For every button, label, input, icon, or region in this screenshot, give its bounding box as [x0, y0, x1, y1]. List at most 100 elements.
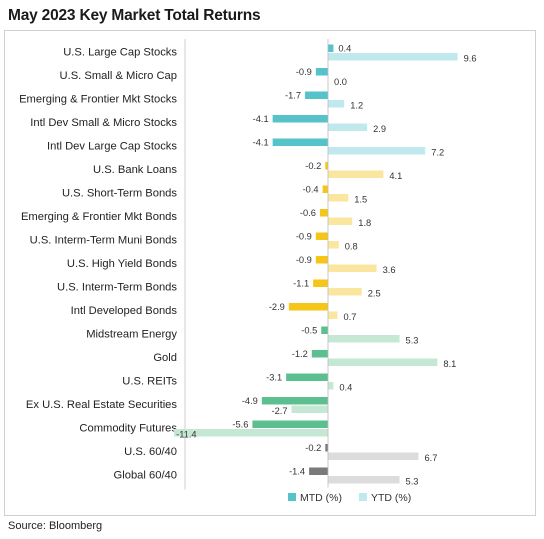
category-label: U.S. 60/40	[124, 446, 177, 458]
ytd-bar	[328, 335, 400, 343]
ytd-data-label: 0.8	[345, 242, 358, 252]
mtd-data-label: -1.4	[289, 467, 305, 477]
ytd-data-label: 1.5	[354, 195, 367, 205]
mtd-data-label: -4.9	[242, 396, 258, 406]
ytd-data-label: 3.6	[383, 265, 396, 275]
mtd-bar	[252, 420, 328, 428]
category-label: Commodity Futures	[79, 423, 177, 435]
mtd-bar	[315, 256, 328, 264]
ytd-bar	[328, 264, 377, 272]
mtd-data-label: -2.9	[269, 302, 285, 312]
category-label: Intl Dev Small & Micro Stocks	[30, 117, 177, 129]
ytd-bar	[328, 241, 339, 249]
ytd-data-label: 7.2	[431, 148, 444, 158]
mtd-bar	[272, 115, 328, 123]
legend-label-mtd: MTD (%)	[300, 492, 342, 504]
category-label: Gold	[153, 352, 177, 364]
category-label: U.S. High Yield Bonds	[67, 258, 177, 270]
category-label: U.S. Short-Term Bonds	[62, 188, 177, 200]
ytd-bar	[328, 452, 419, 460]
ytd-bar	[328, 358, 438, 366]
ytd-data-label: 0.0	[334, 77, 347, 87]
ytd-data-label: 2.5	[368, 289, 381, 299]
mtd-data-label: -0.9	[296, 67, 312, 77]
mtd-data-label: -3.1	[266, 373, 282, 383]
mtd-bar	[315, 232, 328, 240]
ytd-bar	[328, 217, 353, 225]
mtd-bar	[288, 303, 328, 311]
mtd-data-label: 0.4	[338, 44, 351, 54]
mtd-bar	[315, 68, 328, 76]
ytd-bar	[291, 405, 328, 413]
category-label: Emerging & Frontier Mkt Stocks	[19, 94, 177, 106]
mtd-data-label: -5.6	[232, 420, 248, 430]
ytd-bar	[174, 429, 328, 437]
category-label: U.S. Interm-Term Muni Bonds	[30, 235, 178, 247]
legend-swatch-mtd	[288, 493, 296, 501]
mtd-data-label: -0.6	[300, 208, 316, 218]
mtd-bar	[322, 185, 328, 193]
category-label: Intl Developed Bonds	[71, 305, 178, 317]
mtd-data-label: -4.1	[253, 114, 269, 124]
category-label: Intl Dev Large Cap Stocks	[47, 141, 177, 153]
ytd-data-label: 1.8	[358, 218, 371, 228]
mtd-data-label: -0.9	[296, 255, 312, 265]
mtd-bar	[328, 44, 334, 52]
ytd-data-label: -2.7	[272, 406, 288, 416]
ytd-data-label: 1.2	[350, 101, 363, 111]
ytd-data-label: 0.4	[339, 383, 352, 393]
mtd-bar	[311, 350, 328, 358]
mtd-bar	[313, 279, 328, 287]
mtd-data-label: -1.2	[292, 349, 308, 359]
ytd-bar	[328, 382, 334, 390]
chart-title: May 2023 Key Market Total Returns	[8, 7, 261, 24]
ytd-data-label: 5.3	[406, 336, 419, 346]
category-label: Global 60/40	[114, 470, 177, 482]
mtd-bar	[325, 162, 328, 170]
mtd-data-label: -0.5	[301, 326, 317, 336]
ytd-data-label: 4.1	[389, 171, 402, 181]
ytd-bar	[328, 100, 345, 108]
category-label: U.S. Bank Loans	[93, 164, 177, 176]
ytd-bar	[328, 147, 426, 155]
legend-label-ytd: YTD (%)	[371, 492, 411, 504]
category-label: U.S. REITs	[122, 376, 177, 388]
ytd-bar	[328, 170, 384, 178]
mtd-bar	[319, 209, 328, 217]
mtd-bar	[286, 373, 328, 381]
category-label: U.S. Small & Micro Cap	[60, 70, 178, 82]
mtd-data-label: -0.4	[303, 185, 319, 195]
mtd-bar	[325, 444, 328, 452]
mtd-bar	[321, 326, 328, 334]
chart-frame: U.S. Large Cap Stocks 0.4 9.6 U.S. Small & …	[4, 30, 536, 516]
mtd-bar	[261, 397, 328, 405]
ytd-data-label: 5.3	[406, 477, 419, 487]
ytd-bar	[328, 476, 400, 484]
category-label: Midstream Energy	[86, 329, 177, 341]
source-note: Source: Bloomberg	[8, 520, 103, 532]
category-label: Emerging & Frontier Mkt Bonds	[21, 211, 177, 223]
bar-chart: U.S. Large Cap Stocks 0.4 9.6 U.S. Small & …	[19, 39, 477, 504]
ytd-bar	[328, 288, 362, 296]
mtd-data-label: -4.1	[253, 138, 269, 148]
ytd-bar	[328, 194, 349, 202]
mtd-bar	[272, 138, 328, 146]
mtd-data-label: -0.2	[305, 161, 321, 171]
category-label: U.S. Large Cap Stocks	[63, 47, 177, 59]
ytd-data-label: 2.9	[373, 124, 386, 134]
ytd-bar	[328, 123, 368, 131]
mtd-data-label: -0.9	[296, 232, 312, 242]
mtd-bar	[305, 91, 328, 99]
legend-swatch-ytd	[359, 493, 367, 501]
ytd-data-label: 0.7	[343, 312, 356, 322]
mtd-data-label: -1.1	[293, 279, 309, 289]
mtd-data-label: -0.2	[305, 443, 321, 453]
ytd-data-label: -11.4	[176, 430, 197, 440]
ytd-data-label: 8.1	[443, 359, 456, 369]
category-label: U.S. Interm-Term Bonds	[57, 282, 177, 294]
ytd-data-label: 9.6	[464, 54, 477, 64]
mtd-data-label: -1.7	[285, 91, 301, 101]
ytd-data-label: 6.7	[424, 453, 437, 463]
ytd-bar	[328, 53, 458, 61]
category-label: Ex U.S. Real Estate Securities	[26, 399, 177, 411]
